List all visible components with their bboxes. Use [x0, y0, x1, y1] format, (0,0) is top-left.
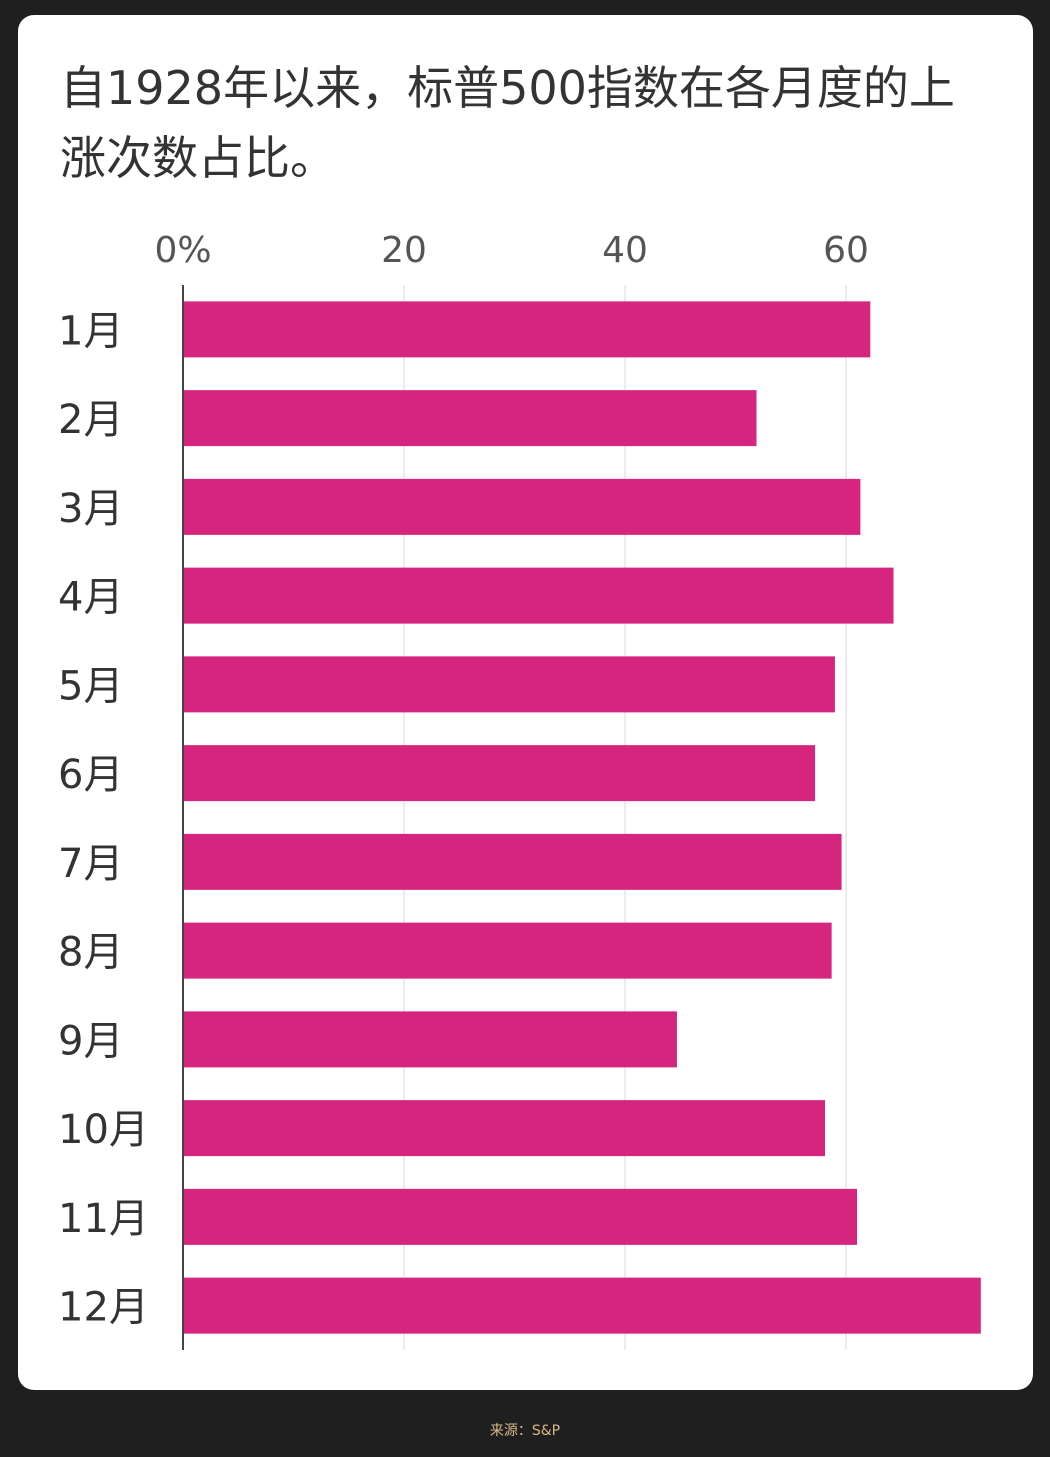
x-tick-label: 0% — [154, 230, 211, 271]
bar — [183, 567, 894, 624]
y-tick-label: 9月 — [58, 1018, 123, 1064]
bar — [183, 478, 861, 535]
bar — [183, 922, 832, 979]
x-tick-label: 40 — [602, 230, 648, 271]
y-tick-label: 12月 — [58, 1285, 149, 1331]
bar — [183, 390, 757, 447]
source-note: 来源：S&P — [489, 1423, 561, 1439]
chart: 0%204060801月2月3月4月5月6月7月8月9月10月11月12月 — [58, 230, 981, 1350]
y-tick-label: 7月 — [58, 841, 123, 887]
y-tick-label: 1月 — [58, 308, 123, 354]
y-tick-label: 6月 — [58, 752, 123, 798]
y-tick-label: 2月 — [58, 397, 123, 443]
y-tick-label: 4月 — [58, 575, 123, 621]
bar — [183, 833, 842, 890]
bar — [183, 1100, 826, 1157]
x-tick-label: 60 — [823, 230, 869, 271]
y-tick-label: 8月 — [58, 930, 123, 976]
bar — [183, 745, 816, 802]
y-tick-label: 5月 — [58, 663, 123, 709]
chart-title: 自1928年以来，标普500指数在各月度的上涨次数占比。 — [60, 61, 955, 185]
y-tick-label: 10月 — [58, 1107, 149, 1153]
bar — [183, 1277, 981, 1334]
bar — [183, 1188, 858, 1245]
y-tick-label: 3月 — [58, 486, 123, 532]
chart-card: 自1928年以来，标普500指数在各月度的上涨次数占比。 0%204060801… — [18, 15, 1033, 1390]
bar — [183, 1011, 677, 1068]
x-tick-label: 20 — [381, 230, 427, 271]
y-tick-label: 11月 — [58, 1196, 149, 1242]
bar — [183, 656, 835, 713]
bar — [183, 301, 871, 358]
